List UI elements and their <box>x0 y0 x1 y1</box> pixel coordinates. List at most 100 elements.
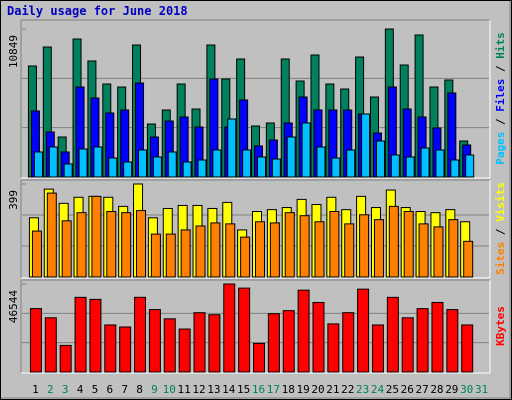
bar <box>93 146 103 178</box>
legend-entry: KBytes <box>494 306 507 346</box>
bar <box>373 219 384 278</box>
bar <box>61 220 72 278</box>
bar <box>108 157 118 178</box>
bar <box>405 156 415 178</box>
bar <box>461 324 474 373</box>
bar <box>89 298 102 373</box>
x-tick-label: 16 <box>252 383 265 396</box>
bar <box>301 122 311 178</box>
bar <box>284 212 295 278</box>
legend-entry: Pages <box>494 132 507 165</box>
bar <box>197 159 207 178</box>
x-tick-label: 15 <box>237 383 250 396</box>
bar <box>167 151 177 178</box>
bar <box>282 310 295 373</box>
bar <box>136 210 147 278</box>
bar <box>134 296 147 373</box>
bar <box>357 288 370 373</box>
bar <box>271 158 281 178</box>
bar <box>31 230 42 278</box>
bar <box>267 313 280 373</box>
bar <box>463 240 474 278</box>
bar <box>286 136 296 178</box>
x-tick-label: 22 <box>341 383 354 396</box>
bar <box>48 146 58 178</box>
bar <box>152 156 162 178</box>
x-tick-label: 18 <box>282 383 295 396</box>
bar <box>435 149 445 178</box>
bar <box>255 221 265 278</box>
x-tick-label: 4 <box>77 383 84 396</box>
x-tick-label: 27 <box>415 383 428 396</box>
bar <box>180 229 191 278</box>
bar <box>46 192 57 278</box>
bar <box>178 328 191 373</box>
x-tick-label: 31 <box>475 383 488 396</box>
chart-title: Daily usage for June 2018 <box>7 4 188 18</box>
bar <box>331 157 341 178</box>
bar <box>465 154 475 178</box>
x-tick-label: 8 <box>136 383 143 396</box>
x-tick-label: 7 <box>121 383 128 396</box>
bar <box>225 223 236 278</box>
legend-entry: Sites <box>494 242 507 275</box>
x-tick-label: 26 <box>401 383 414 396</box>
bar <box>193 312 206 373</box>
bar <box>316 146 326 178</box>
bar <box>76 212 87 278</box>
bar <box>123 161 133 178</box>
bar <box>91 195 102 278</box>
bar <box>359 214 370 278</box>
bar <box>418 223 429 278</box>
legend-separator: / <box>494 112 507 132</box>
bar <box>450 159 460 178</box>
x-tick-label: 19 <box>296 383 309 396</box>
bar <box>401 317 414 373</box>
bar <box>121 212 132 278</box>
bar <box>240 236 251 278</box>
x-tick-label: 9 <box>151 383 158 396</box>
bar <box>104 324 117 373</box>
bar <box>299 215 310 278</box>
x-tick-label: 21 <box>326 383 339 396</box>
bar <box>312 301 325 373</box>
x-tick-label: 2 <box>47 383 54 396</box>
bar <box>242 149 252 178</box>
x-tick-label: 5 <box>92 383 99 396</box>
bar <box>227 118 237 178</box>
bar <box>253 342 265 373</box>
bar <box>33 151 43 178</box>
x-tick-label: 28 <box>430 383 443 396</box>
bar <box>182 161 192 178</box>
bar <box>195 225 206 278</box>
bar <box>416 308 429 373</box>
bar <box>388 205 399 278</box>
legend-separator: / <box>494 59 507 79</box>
y-tick-label: 399 <box>7 190 20 210</box>
x-tick-label: 14 <box>222 383 236 396</box>
bar <box>165 233 176 278</box>
bar <box>150 233 161 278</box>
y-tick-label: 10849 <box>7 35 20 68</box>
bar <box>223 283 236 373</box>
legend: KBytes <box>494 306 507 346</box>
bar <box>375 140 385 178</box>
x-tick-label: 20 <box>311 383 324 396</box>
y-tick-label: 46544 <box>7 290 20 323</box>
bar <box>106 211 117 278</box>
bar <box>327 323 340 373</box>
bar <box>78 148 88 178</box>
bar <box>371 324 384 373</box>
legend-separator: / <box>494 222 507 242</box>
x-tick-label: 13 <box>207 383 220 396</box>
bar <box>138 149 148 178</box>
legend-entry: Visits <box>494 182 507 222</box>
bar <box>59 344 72 373</box>
bar <box>403 211 414 278</box>
x-tick-label: 17 <box>267 383 280 396</box>
bar <box>448 219 459 278</box>
legend-entry: Files <box>494 79 507 112</box>
bar <box>269 222 280 278</box>
